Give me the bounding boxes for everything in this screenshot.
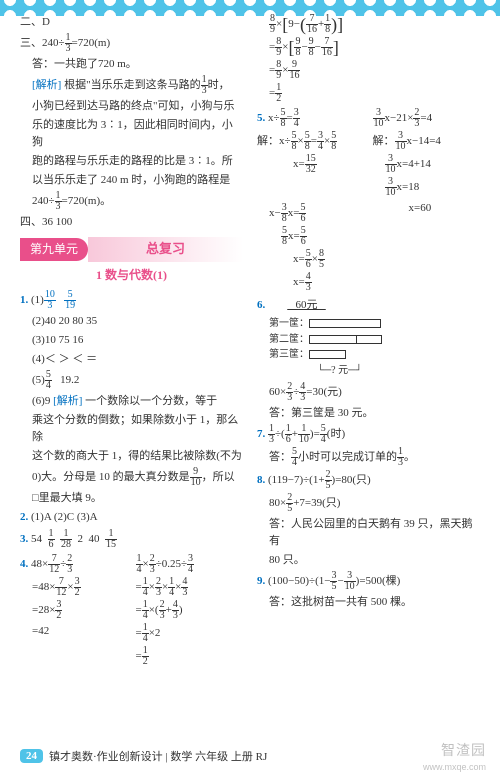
q1-6c: 这个数的商大于 1，得的结果比被除数(不为 [20,448,243,465]
q5: 5. x÷58=34 解：x÷58×58=34×58 x=1532 x−38x=… [257,106,480,295]
line: 三、240÷13=720(m) [20,33,243,54]
explanation-line: 小狗已经到达马路的终点"可知，小狗与乐 [20,98,243,115]
eq-line: 89×[9−(716+18)] [257,14,480,35]
section-title: 1 数与代数(1) [20,266,243,285]
footer-text: 镇才奥数·作业创新设计 | 数学 六年级 上册 RJ [49,748,267,764]
watermark-url: www.mxqe.com [423,762,486,772]
line: 四、36 100 [20,214,243,231]
q1-2: (2)40 20 80 35 [20,313,243,330]
q9: 9. (100−50)÷(1−35−310)=500(棵) [257,571,480,592]
q1-4: (4)＜ ＞ ＜ ＝ [20,351,243,368]
q6: 6. 60元 [257,297,480,314]
q7-ans: 答：54小时可以完成订单的13。 [257,447,480,468]
q6-ans: 答：第三筐是 30 元。 [257,405,480,422]
q1-6: (6)9 [解析] 一个数除以一个分数，等于 [20,393,243,410]
left-column: 二、D 三、240÷13=720(m) 答：一共跑了720 m。 [解析] 根据… [20,12,243,744]
explanation-line: 乐的速度比为 3∶1，因此相同时间内，小狗 [20,117,243,151]
q8-2: 80×25+7=39(只) [257,493,480,514]
unit-header: 第九单元 总复习 [20,237,243,261]
q1-6b: 乘这个分数的倒数；如果除数小于 1，那么除 [20,412,243,446]
q9-ans: 答：这批树苗一共有 500 棵。 [257,594,480,611]
q8-ans2: 80 只。 [257,552,480,569]
footer: 24 镇才奥数·作业创新设计 | 数学 六年级 上册 RJ [20,748,480,764]
explanation-line: 240÷13=720(m)。 [20,191,243,212]
watermark: 智渣园 [441,740,486,760]
q7: 7. 13÷(16+110)=54(时) [257,424,480,445]
eq-line: =89×916 [257,60,480,81]
q1: 1. (1)103 519 [20,290,243,311]
q6-calc: 60×23÷43=30(元) [257,382,480,403]
page-number: 24 [20,749,43,763]
q1-3: (3)10 75 16 [20,332,243,349]
explanation-line: 跑的路程与乐乐走的路程的比是 3∶1。所 [20,153,243,170]
unit-title: 总复习 [88,237,243,261]
q1-5: (5)54 19.2 [20,370,243,391]
eq-line: =12 [257,83,480,104]
q1-6d: 0)大。分母是 10 的最大真分数是910，所以 [20,467,243,488]
content-columns: 二、D 三、240÷13=720(m) 答：一共跑了720 m。 [解析] 根据… [20,12,480,744]
explanation: [解析] 根据"当乐乐走到这条马路的13时， [20,75,243,96]
q4: 4. 48×712÷23 =48×712×32 =28×32 =42 14×23… [20,552,243,669]
q8: 8. (119−7)÷(1+25)=80(只) [257,470,480,491]
q8-ans: 答：人民公园里的白天鹅有 39 只，黑天鹅有 [257,516,480,550]
q1-6e: □里最大填 9。 [20,490,243,507]
page: 二、D 三、240÷13=720(m) 答：一共跑了720 m。 [解析] 根据… [0,0,500,774]
explanation-line: 以当乐乐走了 240 m 时，小狗跑的路程是 [20,172,243,189]
answer: 答：一共跑了720 m。 [20,56,243,73]
unit-tab: 第九单元 [20,238,88,261]
bar-diagram: 第一筐： 第二筐： 第三筐： └─? 元─┘ [257,316,480,378]
right-column: 89×[9−(716+18)] =89×[98−98−716] =89×916 … [257,12,480,744]
line: 二、D [20,14,243,31]
q3: 3. 54 16 128 2 40 115 [20,529,243,550]
q2: 2. 2. (1)A (2)C (3)A(1)A (2)C (3)A [20,509,243,526]
eq-line: =89×[98−98−716] [257,37,480,58]
top-border [0,0,500,8]
